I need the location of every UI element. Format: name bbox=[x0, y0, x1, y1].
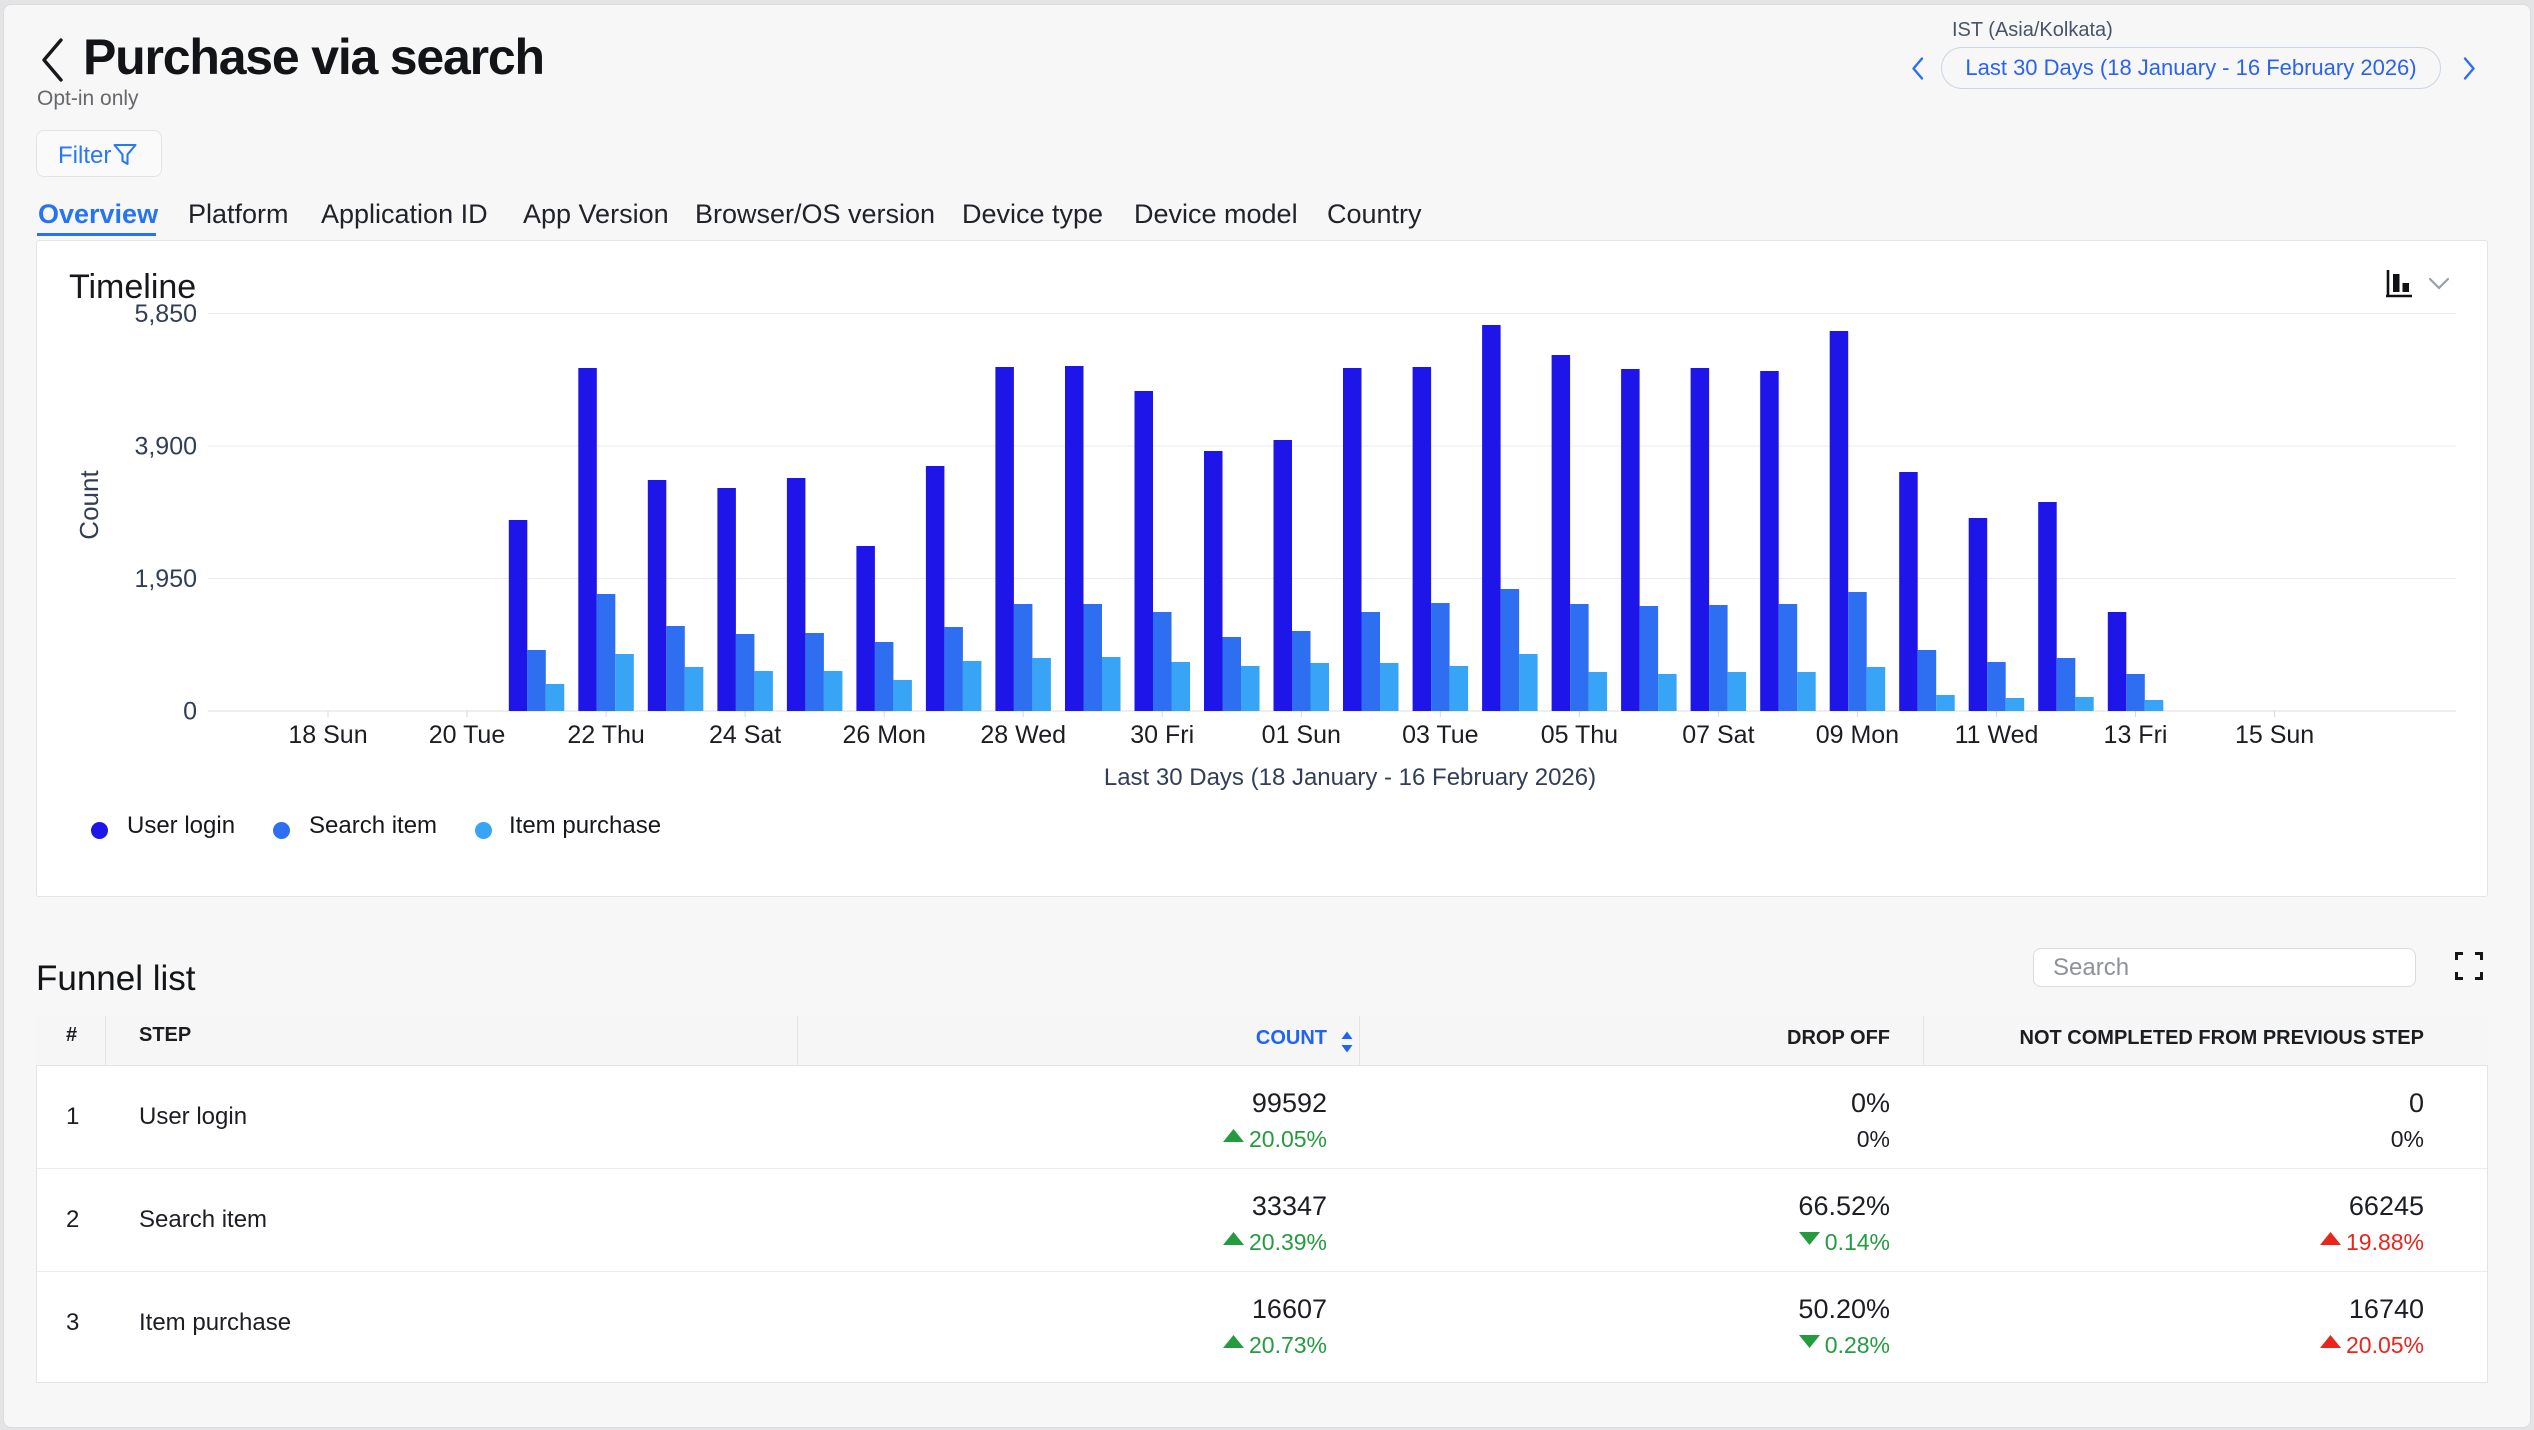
svg-text:26 Mon: 26 Mon bbox=[843, 721, 926, 749]
svg-text:03 Tue: 03 Tue bbox=[1402, 721, 1478, 749]
svg-text:Last 30 Days (18 January - 16: Last 30 Days (18 January - 16 February 2… bbox=[1104, 764, 1596, 791]
svg-text:15 Sun: 15 Sun bbox=[2235, 721, 2314, 749]
svg-text:20 Tue: 20 Tue bbox=[429, 721, 505, 749]
svg-text:Count: Count bbox=[74, 470, 104, 540]
svg-text:11 Wed: 11 Wed bbox=[1955, 721, 2039, 749]
svg-text:24 Sat: 24 Sat bbox=[709, 721, 781, 749]
svg-text:3,900: 3,900 bbox=[134, 433, 197, 461]
svg-text:13 Fri: 13 Fri bbox=[2104, 721, 2168, 749]
svg-text:05 Thu: 05 Thu bbox=[1541, 721, 1618, 749]
svg-text:07 Sat: 07 Sat bbox=[1682, 721, 1754, 749]
svg-text:18 Sun: 18 Sun bbox=[288, 721, 367, 749]
svg-text:01 Sun: 01 Sun bbox=[1262, 721, 1341, 749]
svg-text:30 Fri: 30 Fri bbox=[1130, 721, 1194, 749]
svg-text:22 Thu: 22 Thu bbox=[567, 721, 644, 749]
svg-text:5,850: 5,850 bbox=[134, 300, 197, 328]
svg-text:0: 0 bbox=[183, 698, 197, 726]
svg-text:1,950: 1,950 bbox=[134, 565, 197, 593]
svg-text:09 Mon: 09 Mon bbox=[1816, 721, 1899, 749]
svg-text:28 Wed: 28 Wed bbox=[980, 721, 1066, 749]
